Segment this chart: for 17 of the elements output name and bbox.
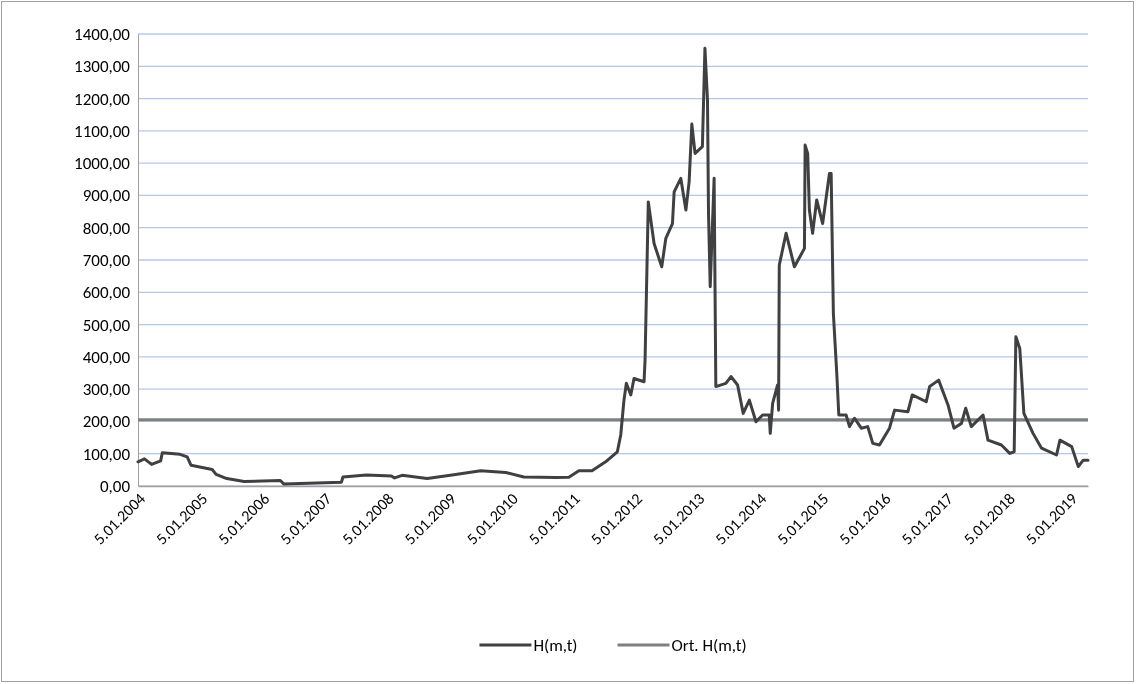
legend-label: Ort. H(m,t)	[671, 634, 747, 656]
y-tick-label: 1400,00	[74, 23, 131, 45]
y-tick-label: 1200,00	[74, 88, 131, 110]
y-tick-label: 1100,00	[74, 120, 131, 142]
legend-label: H(m,t)	[533, 634, 578, 656]
y-tick-label: 1000,00	[74, 153, 131, 175]
y-tick-label: 400,00	[82, 346, 131, 368]
y-tick-label: 800,00	[82, 217, 131, 239]
y-tick-label: 700,00	[82, 249, 131, 271]
y-tick-label: 200,00	[82, 411, 131, 433]
y-tick-label: 600,00	[82, 282, 131, 304]
y-tick-label: 100,00	[82, 443, 131, 465]
y-tick-label: 900,00	[82, 185, 131, 207]
y-tick-label: 300,00	[82, 379, 131, 401]
y-tick-label: 0,00	[99, 475, 131, 497]
y-tick-label: 1300,00	[74, 56, 131, 78]
y-tick-label: 500,00	[82, 314, 131, 336]
